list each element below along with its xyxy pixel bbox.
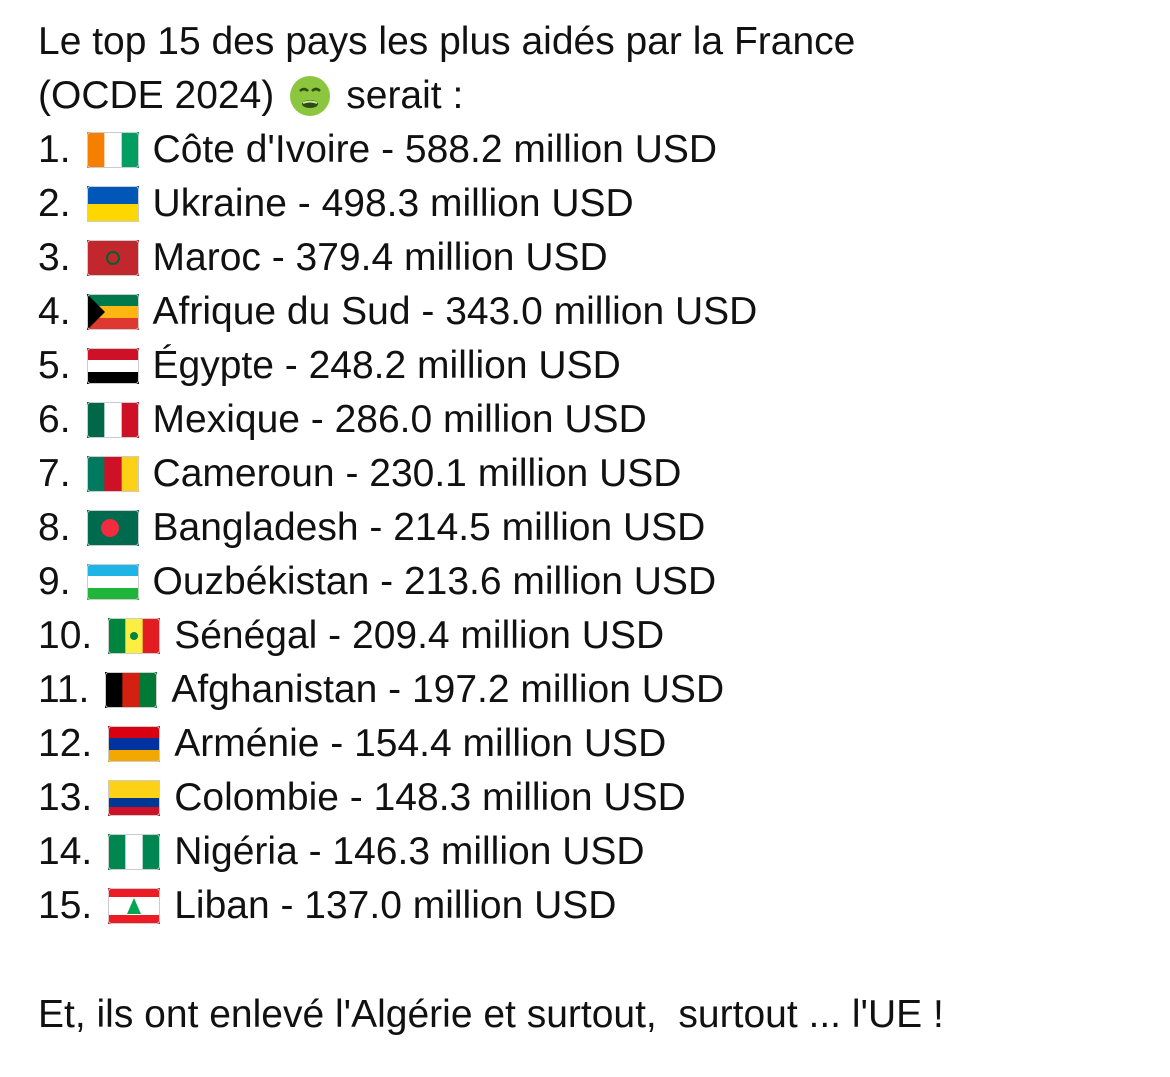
rank: 4. (38, 290, 71, 333)
flag-icon (86, 456, 139, 492)
rank: 9. (38, 560, 71, 603)
ranking-item: 13. Colombie - 148.3 million USD (38, 771, 686, 825)
title-text: serait : (346, 74, 464, 117)
ranking-item: 15. Liban - 137.0 million USD (38, 879, 616, 933)
item-text: Mexique - 286.0 million USD (152, 398, 647, 441)
ranking-item: 10. Sénégal - 209.4 million USD (38, 609, 664, 663)
item-text: Afghanistan - 197.2 million USD (171, 668, 725, 711)
flag-icon (108, 780, 161, 816)
item-text: Sénégal - 209.4 million USD (174, 614, 665, 657)
rank: 11. (38, 668, 90, 711)
ranking-item: 4. Afrique du Sud - 343.0 million USD (38, 285, 757, 339)
item-text: Bangladesh - 214.5 million USD (152, 506, 706, 549)
item-text: Afrique du Sud - 343.0 million USD (152, 290, 758, 333)
ranking-item: 12. Arménie - 154.4 million USD (38, 717, 666, 771)
item-text: Maroc - 379.4 million USD (152, 236, 608, 279)
rank: 14. (38, 830, 93, 873)
rank: 5. (38, 344, 71, 387)
item-text: Égypte - 248.2 million USD (152, 344, 621, 387)
flag-icon (86, 240, 139, 276)
item-text: Liban - 137.0 million USD (174, 884, 617, 927)
ranking-item: 6. Mexique - 286.0 million USD (38, 393, 647, 447)
flag-icon (86, 348, 139, 384)
item-text: Arménie - 154.4 million USD (174, 722, 667, 765)
ranking-item: 14. Nigéria - 146.3 million USD (38, 825, 645, 879)
rank: 12. (38, 722, 93, 765)
ranking-item: 5. Égypte - 248.2 million USD (38, 339, 621, 393)
title-text: (OCDE 2024) (38, 74, 275, 117)
flag-icon (108, 618, 161, 654)
flag-icon (108, 834, 161, 870)
item-text: Ukraine - 498.3 million USD (152, 182, 634, 225)
flag-icon (86, 564, 139, 600)
rank: 15. (38, 884, 93, 927)
ranking-item: 9. Ouzbékistan - 213.6 million USD (38, 555, 716, 609)
flag-icon (86, 132, 139, 168)
item-text: Nigéria - 146.3 million USD (174, 830, 645, 873)
footer-line: Et, ils ont enlevé l'Algérie et surtout,… (38, 988, 944, 1042)
title-text: Le top 15 des pays les plus aidés par la… (38, 20, 856, 63)
item-text: Ouzbékistan - 213.6 million USD (152, 560, 717, 603)
item-text: Colombie - 148.3 million USD (174, 776, 686, 819)
ranking-item: 8. Bangladesh - 214.5 million USD (38, 501, 705, 555)
ranking-item: 2. Ukraine - 498.3 million USD (38, 177, 634, 231)
rank: 6. (38, 398, 71, 441)
rank: 13. (38, 776, 93, 819)
ranking-item: 3. Maroc - 379.4 million USD (38, 231, 608, 285)
title-line: Le top 15 des pays les plus aidés par la… (38, 15, 855, 69)
rank: 7. (38, 452, 71, 495)
ranking-item: 1. Côte d'Ivoire - 588.2 million USD (38, 123, 717, 177)
footer-text: Et, ils ont enlevé l'Algérie et surtout,… (38, 993, 944, 1036)
flag-icon (105, 672, 158, 708)
rank: 3. (38, 236, 71, 279)
flag-icon (108, 726, 161, 762)
rank: 1. (38, 128, 71, 171)
flag-icon (86, 294, 139, 330)
rank: 2. (38, 182, 71, 225)
flag-icon (86, 510, 139, 546)
rank: 10. (38, 614, 93, 657)
nauseated-emoji (290, 76, 331, 116)
flag-icon (86, 402, 139, 438)
item-text: Côte d'Ivoire - 588.2 million USD (152, 128, 718, 171)
flag-icon (108, 888, 161, 924)
item-text: Cameroun - 230.1 million USD (152, 452, 682, 495)
ranking-item: 11. Afghanistan - 197.2 million USD (38, 663, 724, 717)
rank: 8. (38, 506, 71, 549)
title-line: (OCDE 2024) serait : (38, 69, 463, 123)
ranking-item: 7. Cameroun - 230.1 million USD (38, 447, 681, 501)
flag-icon (86, 186, 139, 222)
